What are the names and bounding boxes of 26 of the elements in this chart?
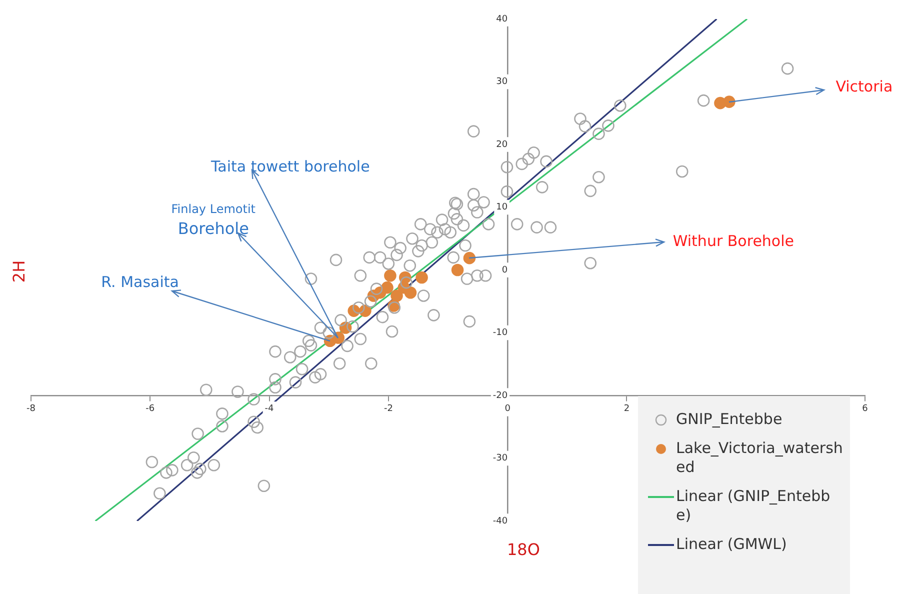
x-axis-title: 18O	[507, 540, 540, 559]
y-tick-label: -10	[492, 328, 508, 338]
y-tick-label: 0	[502, 265, 508, 276]
annotation: R. Masaita	[101, 272, 179, 291]
x-tick-label: 2	[624, 404, 630, 414]
x-tick-label: -2	[384, 404, 393, 414]
annotation: Taita towett borehole	[210, 158, 370, 176]
x-tick-label: -6	[146, 404, 155, 414]
x-tick-label: -8	[26, 404, 36, 414]
y-tick-label: 40	[496, 14, 508, 24]
annotation: Withur Borehole	[672, 232, 794, 250]
legend-label: Linear (GNIP_Entebbe)	[676, 487, 832, 525]
legend-label: Linear (GMWL)	[676, 535, 787, 554]
y-tick-label: 10	[496, 202, 508, 213]
annotation: Finlay Lemotit Borehole	[171, 202, 256, 238]
legend-label: GNIP_Entebbe	[676, 410, 782, 429]
y-tick-label: 30	[496, 77, 508, 88]
x-tick-label: -4	[264, 404, 274, 414]
legend-label: Lake_Victoria_watershed	[676, 439, 844, 477]
x-tick-label: 6	[862, 404, 868, 414]
y-tick-label: 20	[496, 140, 508, 150]
annotation: Victoria	[836, 78, 893, 96]
y-tick-label: -40	[492, 516, 508, 526]
y-tick-label: -30	[492, 454, 508, 464]
y-tick-label: -20	[492, 390, 508, 401]
y-axis-title: 2H	[10, 260, 29, 283]
